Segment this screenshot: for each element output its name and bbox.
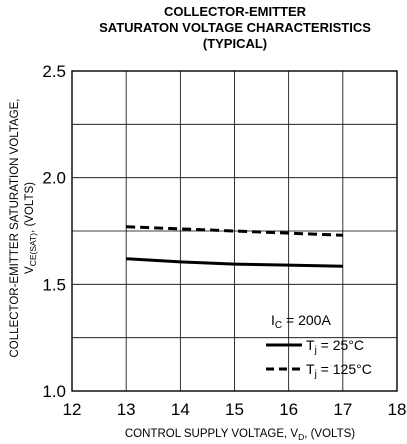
- title-line-3: (TYPICAL): [203, 36, 267, 51]
- series-lines: [126, 225, 343, 268]
- legend-label-25c: Tj = 25°C: [306, 337, 364, 356]
- legend: IC = 200A Tj = 25°C Tj = 125°C: [266, 312, 372, 380]
- x-tick-label: 13: [117, 400, 136, 419]
- y-tick-label: 1.0: [42, 382, 66, 401]
- y-tick-label: 2.0: [42, 169, 66, 188]
- series-line-125c: [126, 225, 343, 237]
- plot-area: [71, 70, 398, 392]
- y-axis-label-line-1: COLLECTOR-EMITTER SATURATION VOLTAGE,: [9, 99, 21, 358]
- x-tick-label: 15: [225, 400, 244, 419]
- title-line-2: SATURATON VOLTAGE CHARACTERISTICS: [99, 20, 371, 35]
- y-tick-label: 1.5: [42, 275, 66, 294]
- x-tick-label: 14: [171, 400, 190, 419]
- y-tick-label: 2.5: [42, 62, 66, 81]
- title-line-1: COLLECTOR-EMITTER: [164, 4, 307, 19]
- x-tick-label: 16: [279, 400, 298, 419]
- x-tick-label: 18: [388, 400, 407, 419]
- y-axis-label: COLLECTOR-EMITTER SATURATION VOLTAGE, VC…: [9, 99, 38, 358]
- chart-title: COLLECTOR-EMITTER SATURATON VOLTAGE CHAR…: [99, 4, 371, 51]
- x-tick-label: 12: [63, 400, 82, 419]
- y-axis-label-line-2: VCE(SAT), (VOLTS): [24, 182, 38, 274]
- annotation-ic: IC = 200A: [271, 312, 331, 331]
- series-line-25c: [126, 257, 343, 268]
- x-axis-label: CONTROL SUPPLY VOLTAGE, VD, (VOLTS): [125, 428, 355, 442]
- x-tick-labels: 12 13 14 15 16 17 18: [63, 400, 407, 419]
- y-tick-labels: 1.0 1.5 2.0 2.5: [42, 62, 66, 401]
- legend-label-125c: Tj = 125°C: [306, 361, 372, 380]
- x-tick-label: 17: [333, 400, 352, 419]
- grid: [72, 71, 397, 391]
